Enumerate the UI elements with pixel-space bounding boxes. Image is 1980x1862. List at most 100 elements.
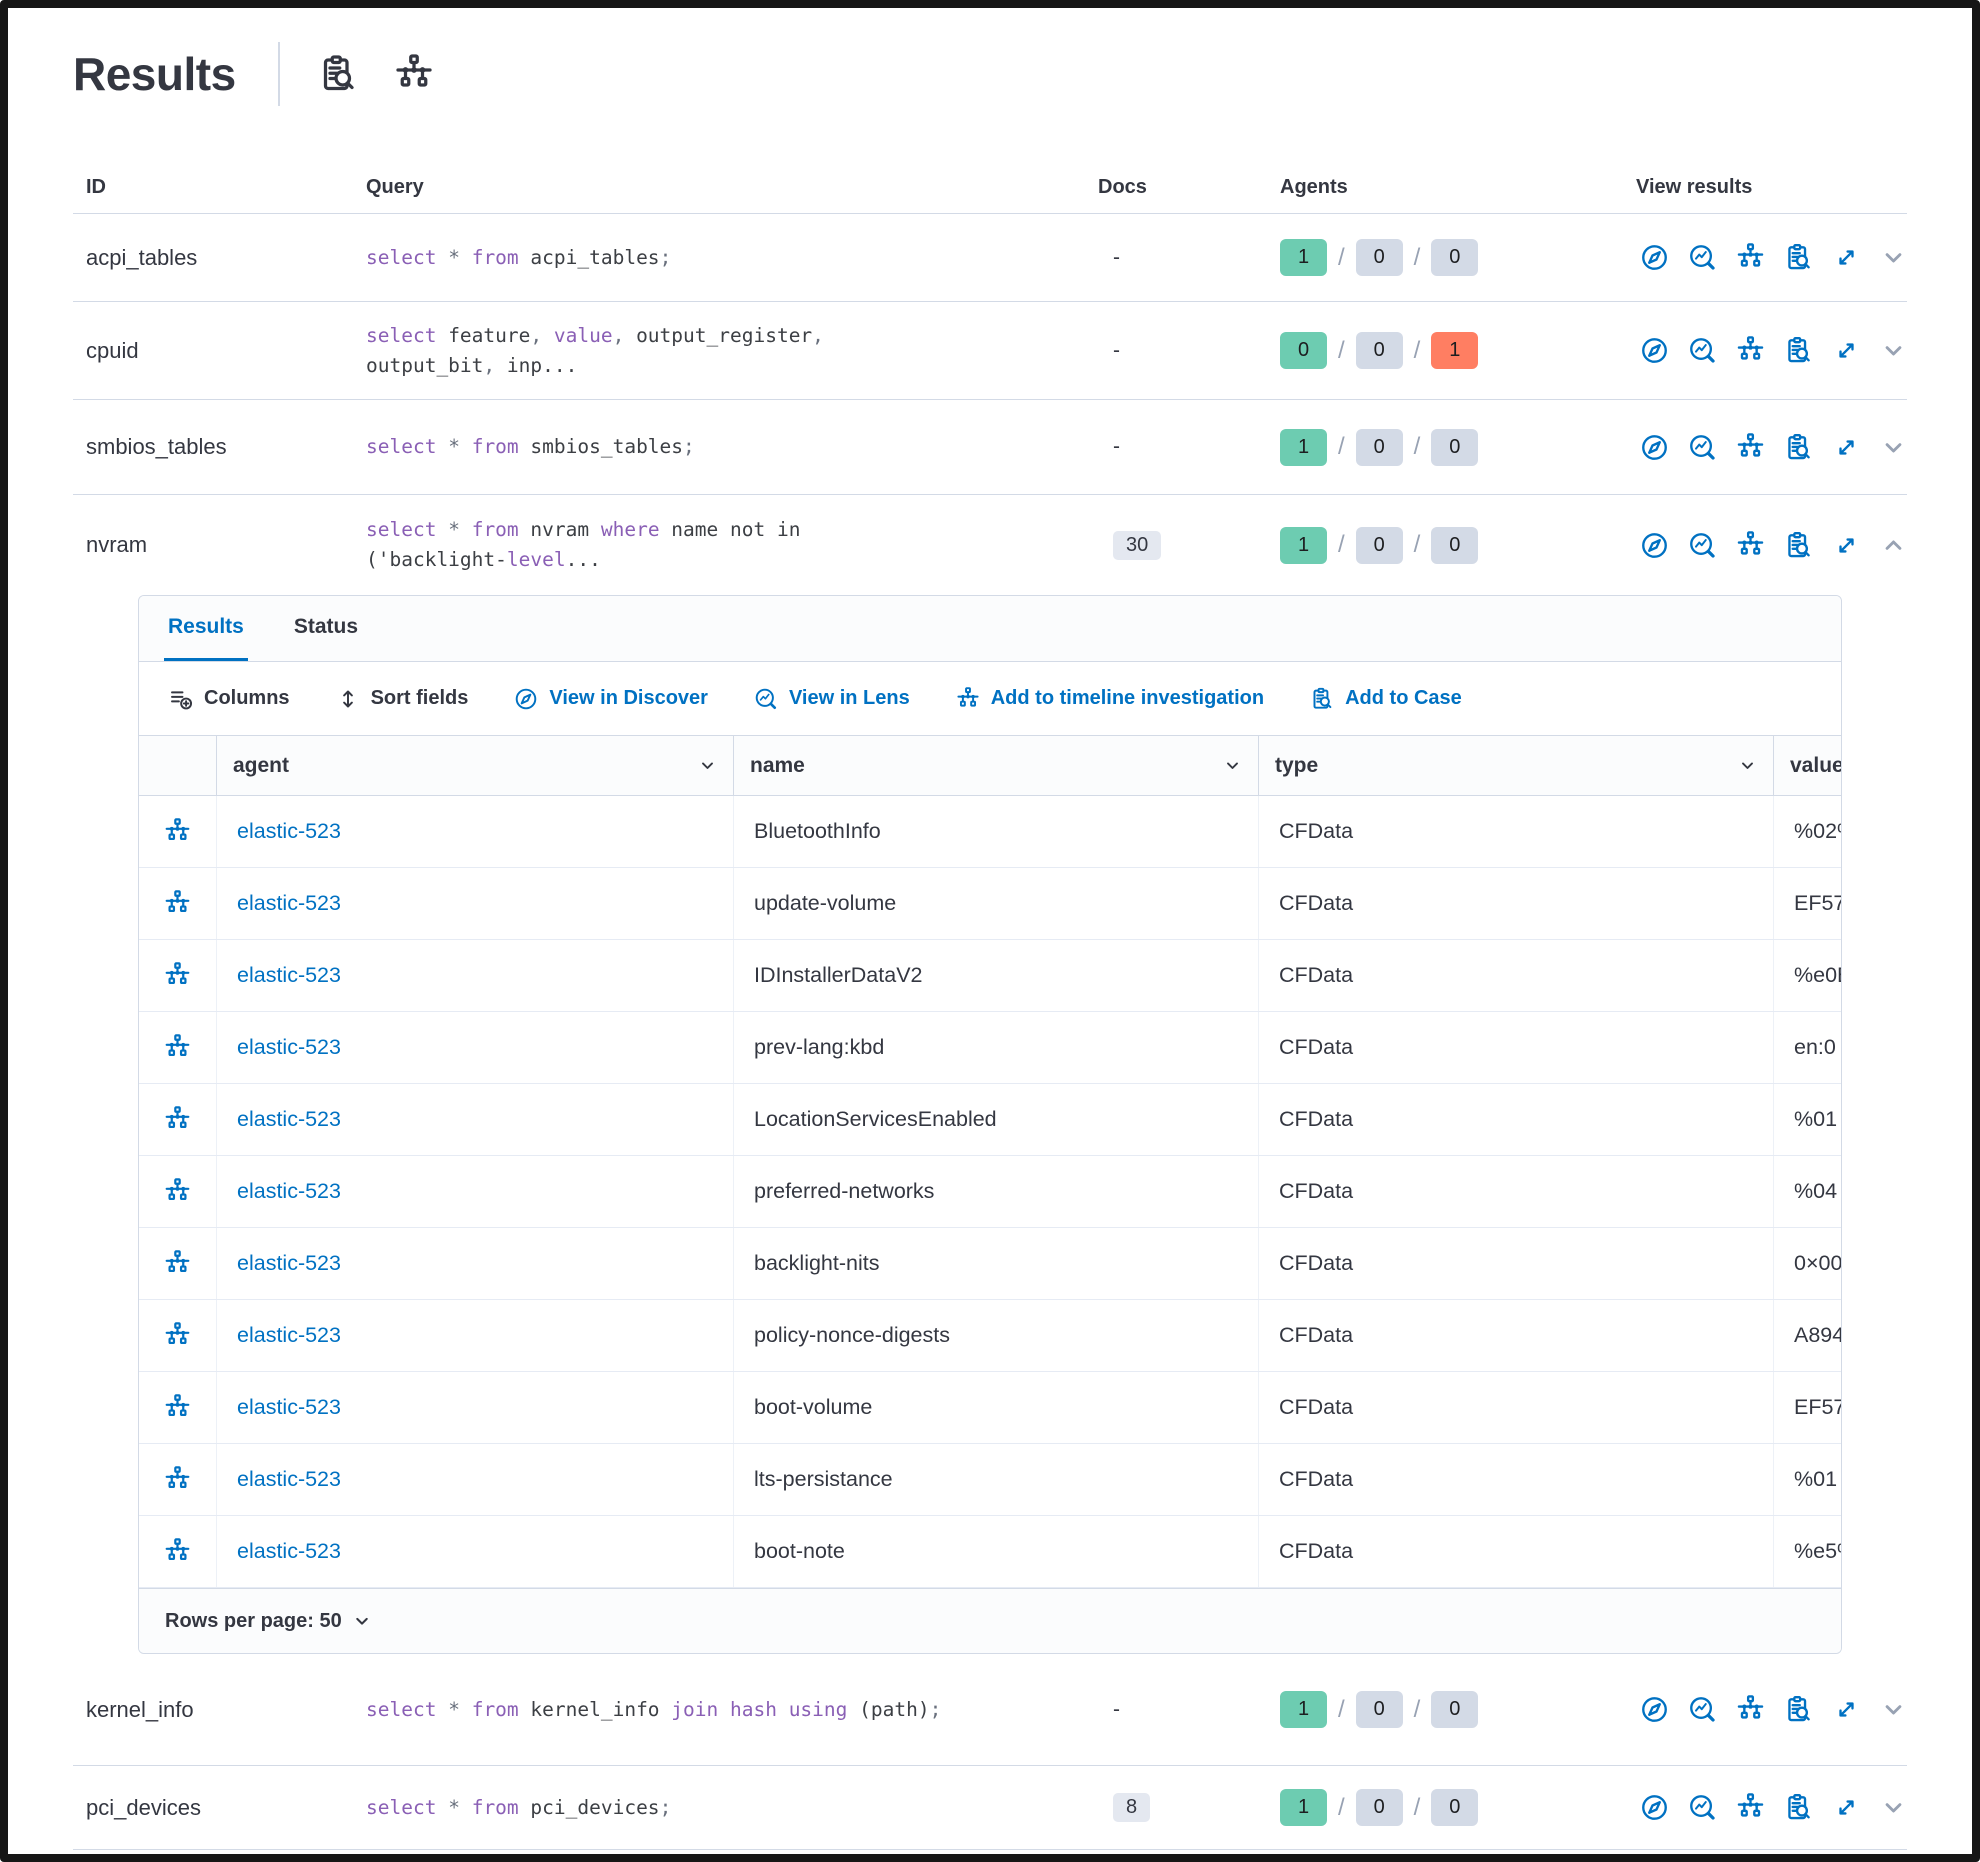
- agent-link[interactable]: elastic-523: [237, 1467, 341, 1492]
- expand-results-button[interactable]: [1832, 1793, 1861, 1822]
- agent-link[interactable]: elastic-523: [237, 1323, 341, 1348]
- add-row-to-timeline-button[interactable]: [164, 1538, 191, 1565]
- add-to-case-button[interactable]: [1784, 336, 1813, 365]
- value-cell: EF57347C-00: [1774, 1372, 1841, 1443]
- view-in-lens-button[interactable]: [1688, 433, 1717, 462]
- add-to-timeline-button[interactable]: [1736, 1695, 1765, 1724]
- name-cell: LocationServicesEnabled: [734, 1084, 1259, 1155]
- add-row-to-timeline-button[interactable]: [164, 1394, 191, 1421]
- toggle-row-button[interactable]: [1880, 532, 1907, 559]
- columns-icon: [169, 687, 193, 711]
- lens-icon: [1688, 243, 1717, 272]
- add-to-timeline-button[interactable]: [1736, 531, 1765, 560]
- chevron-down-icon[interactable]: [1223, 756, 1242, 775]
- add-row-to-timeline-button[interactable]: [164, 1466, 191, 1493]
- add-to-timeline-button[interactable]: [1736, 433, 1765, 462]
- add-to-case-button[interactable]: Add to Case: [1310, 687, 1462, 711]
- add-row-to-timeline-button[interactable]: [164, 818, 191, 845]
- expand-results-button[interactable]: [1832, 1695, 1861, 1724]
- value-cell: en:0: [1774, 1012, 1841, 1083]
- agent-link[interactable]: elastic-523: [237, 1395, 341, 1420]
- value-cell: %01: [1774, 1084, 1841, 1155]
- toggle-row-button[interactable]: [1880, 434, 1907, 461]
- add-row-to-timeline-button[interactable]: [164, 1106, 191, 1133]
- tab-status[interactable]: Status: [290, 596, 362, 661]
- sort-fields-button[interactable]: Sort fields: [336, 687, 469, 711]
- add-to-timeline-button[interactable]: [1736, 1793, 1765, 1822]
- add-to-case-button[interactable]: [1784, 531, 1813, 560]
- view-in-discover-button[interactable]: [1640, 1695, 1669, 1724]
- columns-button[interactable]: Columns: [169, 687, 290, 711]
- toggle-row-button[interactable]: [1880, 1794, 1907, 1821]
- grid-column-header-type[interactable]: type: [1259, 736, 1774, 795]
- agent-link[interactable]: elastic-523: [237, 1251, 341, 1276]
- add-to-timeline-button[interactable]: Add to timeline investigation: [956, 687, 1264, 711]
- agent-link[interactable]: elastic-523: [237, 819, 341, 844]
- add-row-to-timeline-button[interactable]: [164, 962, 191, 989]
- result-grid-row: elastic-523 boot-volume CFData EF57347C-…: [139, 1372, 1841, 1444]
- view-in-discover-button[interactable]: [1640, 336, 1669, 365]
- add-row-to-timeline-button[interactable]: [164, 890, 191, 917]
- query-segment: level: [507, 548, 566, 571]
- value-cell: %04 %05 %0b: [1774, 1156, 1841, 1227]
- agent-link[interactable]: elastic-523: [237, 963, 341, 988]
- rows-per-page-button[interactable]: Rows per page: 50: [165, 1610, 372, 1633]
- timeline-icon: [1736, 1695, 1765, 1724]
- toggle-row-button[interactable]: [1880, 1696, 1907, 1723]
- query-segment: select: [366, 1796, 436, 1819]
- add-row-to-timeline-button[interactable]: [164, 1178, 191, 1205]
- view-in-lens-button[interactable]: [1688, 336, 1717, 365]
- view-in-lens-button[interactable]: [1688, 1695, 1717, 1724]
- view-in-lens-button[interactable]: View in Lens: [754, 687, 910, 711]
- expand-results-button[interactable]: [1832, 243, 1861, 272]
- view-in-lens-button[interactable]: [1688, 531, 1717, 560]
- add-to-case-button[interactable]: [1784, 1695, 1813, 1724]
- query-segment: feature: [436, 324, 530, 347]
- add-to-case-button[interactable]: [1784, 1793, 1813, 1822]
- slash-separator: /: [1414, 337, 1421, 365]
- add-row-to-timeline-button[interactable]: [164, 1250, 191, 1277]
- view-in-discover-button[interactable]: [1640, 243, 1669, 272]
- grid-column-header-agent[interactable]: agent: [217, 736, 734, 795]
- add-row-to-timeline-button[interactable]: [164, 1034, 191, 1061]
- agent-link[interactable]: elastic-523: [237, 1539, 341, 1564]
- toggle-row-button[interactable]: [1880, 337, 1907, 364]
- view-in-lens-button[interactable]: [1688, 243, 1717, 272]
- query-segment: [436, 1698, 448, 1721]
- expand-results-button[interactable]: [1832, 433, 1861, 462]
- query-id: kernel_info: [73, 1697, 366, 1723]
- agent-link[interactable]: elastic-523: [237, 1179, 341, 1204]
- agent-cell: elastic-523: [217, 1372, 734, 1443]
- casebook-icon: [1784, 531, 1813, 560]
- view-results-actions: [1636, 1695, 1907, 1724]
- expand-results-button[interactable]: [1832, 531, 1861, 560]
- view-in-lens-button[interactable]: [1688, 1793, 1717, 1822]
- agent-link[interactable]: elastic-523: [237, 1107, 341, 1132]
- chevron-down-icon[interactable]: [1738, 756, 1757, 775]
- query-segment: name not in: [660, 518, 801, 541]
- view-in-discover-button[interactable]: [1640, 531, 1669, 560]
- chevron-down-icon[interactable]: [698, 756, 717, 775]
- slash-separator: /: [1338, 244, 1345, 272]
- toggle-row-button[interactable]: [1880, 244, 1907, 271]
- view-in-discover-button[interactable]: [1640, 433, 1669, 462]
- view-in-discover-button[interactable]: View in Discover: [514, 687, 708, 711]
- add-to-case-button[interactable]: [1784, 433, 1813, 462]
- expand-results-button[interactable]: [1832, 336, 1861, 365]
- agent-link[interactable]: elastic-523: [237, 1035, 341, 1060]
- add-row-to-timeline-button[interactable]: [164, 1322, 191, 1349]
- agent-link[interactable]: elastic-523: [237, 891, 341, 916]
- add-to-case-button[interactable]: [1784, 243, 1813, 272]
- grid-column-header-name[interactable]: name: [734, 736, 1259, 795]
- slash-separator: /: [1414, 531, 1421, 559]
- query-segment: [460, 435, 472, 458]
- tab-results[interactable]: Results: [164, 596, 248, 661]
- inspect-button[interactable]: [318, 54, 358, 94]
- grid-column-header-value[interactable]: value: [1774, 736, 1841, 795]
- view-in-discover-button[interactable]: [1640, 1793, 1669, 1822]
- query-sql-text: select * from pci_devices;: [366, 1793, 1098, 1823]
- add-to-timeline-button[interactable]: [1736, 336, 1765, 365]
- name-cell: boot-note: [734, 1516, 1259, 1587]
- add-to-timeline-button[interactable]: [1736, 243, 1765, 272]
- timeline-button[interactable]: [394, 54, 434, 94]
